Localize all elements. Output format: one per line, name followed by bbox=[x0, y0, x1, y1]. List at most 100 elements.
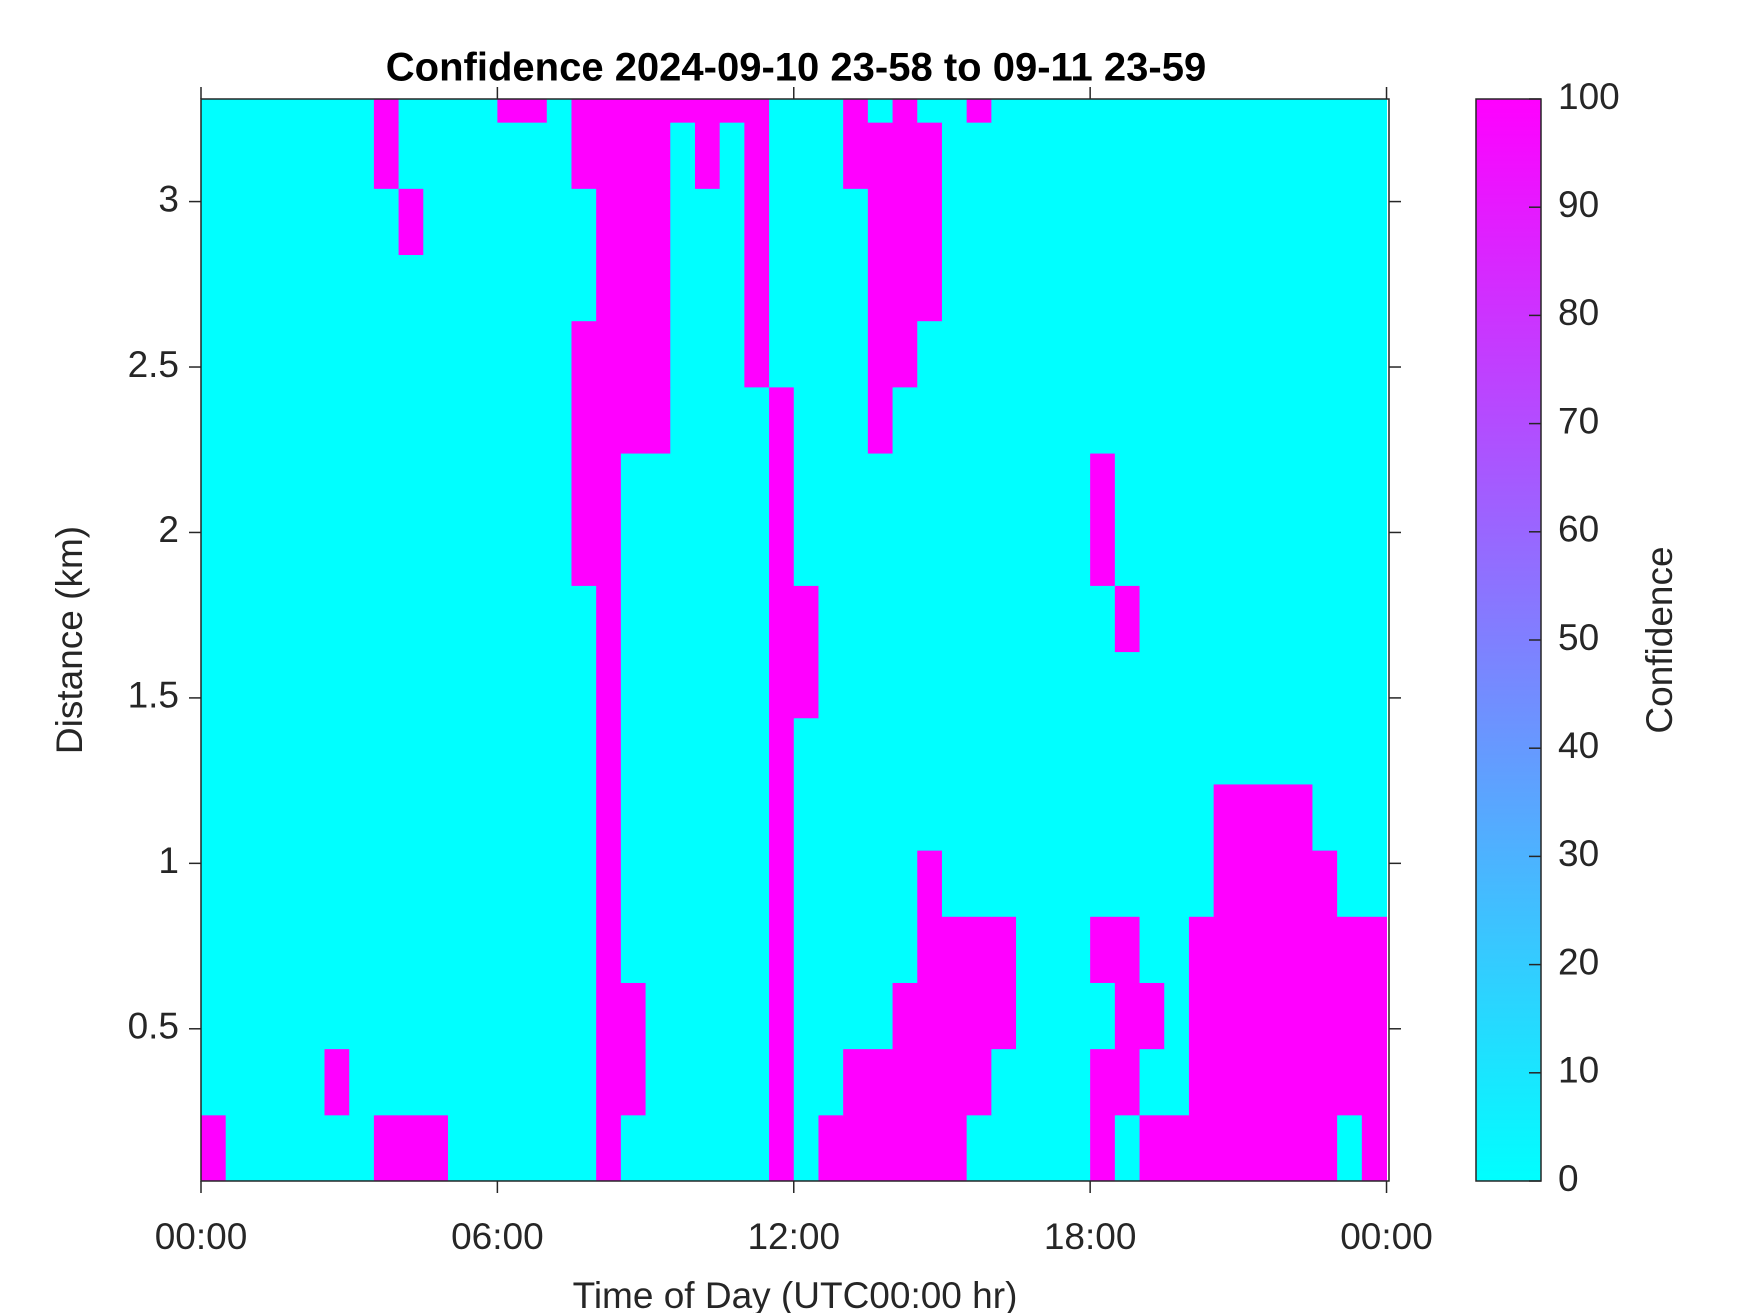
heatmap-cell bbox=[1114, 519, 1141, 586]
heatmap-cell bbox=[373, 1048, 400, 1116]
heatmap-cell bbox=[1016, 783, 1042, 851]
heatmap-cell bbox=[324, 99, 350, 123]
heatmap-cell bbox=[373, 99, 400, 123]
heatmap-cell bbox=[522, 188, 548, 256]
heatmap-cell bbox=[1016, 99, 1042, 123]
heatmap-cell bbox=[546, 188, 572, 256]
heatmap-cell bbox=[892, 916, 918, 983]
heatmap-cell bbox=[843, 850, 869, 917]
heatmap-cell bbox=[1040, 850, 1066, 917]
heatmap-cell bbox=[596, 1114, 622, 1181]
heatmap-cell bbox=[1287, 122, 1313, 189]
heatmap-cell bbox=[694, 1048, 721, 1116]
heatmap-cell bbox=[744, 651, 770, 719]
heatmap-cell bbox=[250, 254, 276, 322]
heatmap-cell bbox=[299, 1114, 325, 1181]
heatmap-cell bbox=[423, 783, 449, 851]
heatmap-cell bbox=[1114, 717, 1141, 785]
heatmap-cell bbox=[818, 453, 844, 520]
heatmap-cell bbox=[1361, 453, 1388, 520]
heatmap-cell bbox=[1238, 386, 1264, 454]
heatmap-cell bbox=[1090, 99, 1116, 123]
heatmap-cell bbox=[1337, 386, 1363, 454]
y-axis-label: Distance (km) bbox=[49, 526, 90, 754]
heatmap-cell bbox=[1016, 651, 1042, 719]
heatmap-cell bbox=[571, 585, 597, 653]
heatmap-cell bbox=[843, 453, 869, 520]
heatmap-cell bbox=[744, 386, 770, 454]
heatmap-cell bbox=[1213, 519, 1239, 586]
heatmap-cell bbox=[917, 916, 943, 983]
heatmap-cell bbox=[1238, 982, 1264, 1050]
heatmap-cell bbox=[472, 453, 498, 520]
heatmap-cell bbox=[1238, 651, 1264, 719]
heatmap-cell bbox=[793, 783, 819, 851]
heatmap-cell bbox=[1114, 982, 1141, 1050]
heatmap-cell bbox=[324, 453, 350, 520]
heatmap-cell bbox=[694, 1114, 721, 1181]
x-tick-label: 00:00 bbox=[155, 1216, 248, 1257]
heatmap-cell bbox=[793, 717, 819, 785]
heatmap-cell bbox=[596, 585, 622, 653]
heatmap-cell bbox=[596, 1048, 622, 1116]
heatmap-cell bbox=[966, 386, 992, 454]
heatmap-cell bbox=[1114, 651, 1141, 719]
heatmap-cell bbox=[225, 585, 251, 653]
heatmap-cell bbox=[596, 188, 622, 256]
heatmap-cell bbox=[769, 453, 795, 520]
heatmap-cell bbox=[472, 122, 498, 189]
heatmap-cell bbox=[991, 850, 1017, 917]
heatmap-cell bbox=[275, 982, 301, 1050]
y-tick-label: 3 bbox=[158, 178, 179, 219]
heatmap-cell bbox=[275, 717, 301, 785]
heatmap-cell bbox=[522, 717, 548, 785]
heatmap-cell bbox=[744, 254, 770, 322]
heatmap-cell bbox=[373, 254, 400, 322]
heatmap-cell bbox=[522, 1048, 548, 1116]
heatmap-cell bbox=[1287, 188, 1313, 256]
heatmap-cell bbox=[991, 188, 1017, 256]
heatmap-cell bbox=[694, 320, 721, 388]
heatmap-cell bbox=[744, 99, 770, 123]
heatmap-cell bbox=[645, 320, 671, 388]
heatmap-cell bbox=[645, 717, 671, 785]
heatmap-cell bbox=[522, 783, 548, 851]
heatmap-cell bbox=[1139, 1048, 1165, 1116]
heatmap-cell bbox=[373, 386, 400, 454]
heatmap-cell bbox=[719, 519, 745, 586]
heatmap-cell bbox=[423, 188, 449, 256]
heatmap-cell bbox=[1139, 585, 1165, 653]
heatmap-cell bbox=[1361, 320, 1388, 388]
heatmap-cell bbox=[398, 1114, 424, 1181]
heatmap-cell bbox=[966, 651, 992, 719]
heatmap-cell bbox=[645, 99, 671, 123]
heatmap-cell bbox=[1287, 386, 1313, 454]
heatmap-cell bbox=[250, 982, 276, 1050]
heatmap-cell bbox=[1040, 651, 1066, 719]
heatmap-cell bbox=[1188, 188, 1215, 256]
heatmap-cell bbox=[1065, 783, 1091, 851]
heatmap-cell bbox=[201, 320, 227, 388]
heatmap-cell bbox=[1016, 519, 1042, 586]
heatmap-cell bbox=[275, 585, 301, 653]
heatmap-cell bbox=[447, 916, 474, 983]
heatmap-cell bbox=[1361, 783, 1388, 851]
heatmap-cell bbox=[497, 717, 523, 785]
heatmap-cell bbox=[991, 982, 1017, 1050]
heatmap-cell bbox=[373, 320, 400, 388]
heatmap-cell bbox=[324, 651, 350, 719]
heatmap-cell bbox=[892, 188, 918, 256]
heatmap-cell bbox=[1312, 916, 1338, 983]
heatmap-cell bbox=[744, 320, 770, 388]
heatmap-cell bbox=[991, 783, 1017, 851]
heatmap-cell bbox=[423, 1048, 449, 1116]
heatmap-cell bbox=[892, 1048, 918, 1116]
heatmap-cell bbox=[867, 188, 894, 256]
heatmap-cell bbox=[645, 188, 671, 256]
heatmap-cell bbox=[694, 850, 721, 917]
heatmap-cell bbox=[1312, 850, 1338, 917]
heatmap-cell bbox=[620, 386, 647, 454]
heatmap-cell bbox=[1361, 585, 1388, 653]
heatmap-cell bbox=[670, 122, 696, 189]
heatmap-cell bbox=[917, 783, 943, 851]
